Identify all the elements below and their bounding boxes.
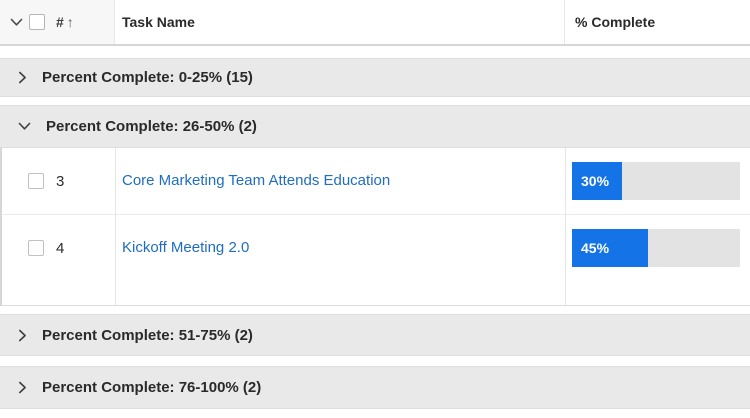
percent-complete-cell: 45% [565, 229, 750, 267]
progress-bar: 30% [572, 162, 740, 200]
task-name-cell: Kickoff Meeting 2.0 [115, 239, 565, 257]
grid-header-row: # ↑ Task Name % Complete [0, 0, 750, 46]
column-divider [115, 148, 116, 305]
row-spacer [0, 356, 750, 366]
group-row-0-25[interactable]: Percent Complete: 0-25% (15) [0, 58, 750, 97]
task-checkbox[interactable] [28, 240, 44, 256]
group-row-76-100[interactable]: Percent Complete: 76-100% (2) [0, 366, 750, 409]
task-row: 4 Kickoff Meeting 2.0 45% [2, 215, 750, 281]
number-column-header[interactable]: # ↑ [56, 14, 74, 30]
select-all-checkbox[interactable] [29, 14, 45, 30]
task-checkbox[interactable] [28, 173, 44, 189]
task-name-link[interactable]: Kickoff Meeting 2.0 [122, 239, 250, 256]
progress-bar-label: 45% [581, 240, 610, 256]
row-spacer [0, 97, 750, 105]
group-row-26-50[interactable]: Percent Complete: 26-50% (2) [0, 105, 750, 148]
row-spacer [0, 306, 750, 314]
task-name-cell: Core Marketing Team Attends Education [115, 172, 565, 190]
progress-bar-label: 30% [581, 173, 610, 189]
group-label: Percent Complete: 51-75% (2) [42, 326, 253, 344]
row-spacer [0, 46, 750, 58]
expanded-group-section: 3 Core Marketing Team Attends Education … [0, 148, 750, 306]
task-number: 4 [56, 239, 65, 257]
group-label: Percent Complete: 26-50% (2) [46, 118, 257, 135]
select-column-header: # ↑ [0, 0, 115, 44]
chevron-right-icon [18, 329, 27, 342]
group-label: Percent Complete: 0-25% (15) [42, 69, 253, 86]
sort-ascending-icon: ↑ [66, 14, 74, 30]
chevron-right-icon [18, 71, 27, 84]
percent-complete-cell: 30% [565, 162, 750, 200]
chevron-right-icon [18, 381, 27, 394]
task-row: 3 Core Marketing Team Attends Education … [2, 148, 750, 215]
select-all-chevron-down-icon[interactable] [10, 18, 23, 27]
progress-bar: 45% [572, 229, 740, 267]
task-name-column-header[interactable]: Task Name [115, 0, 565, 44]
group-label: Percent Complete: 76-100% (2) [42, 379, 262, 396]
progress-bar-fill: 45% [572, 229, 648, 267]
column-divider [565, 148, 566, 305]
progress-bar-fill: 30% [572, 162, 623, 200]
task-select-cell: 4 [2, 240, 115, 257]
percent-complete-column-header[interactable]: % Complete [575, 14, 656, 30]
number-column-label: # [56, 14, 64, 30]
task-select-cell: 3 [2, 173, 115, 190]
task-name-link[interactable]: Core Marketing Team Attends Education [122, 172, 391, 189]
task-number: 3 [56, 172, 65, 190]
group-row-51-75[interactable]: Percent Complete: 51-75% (2) [0, 314, 750, 356]
chevron-down-icon [18, 122, 31, 131]
